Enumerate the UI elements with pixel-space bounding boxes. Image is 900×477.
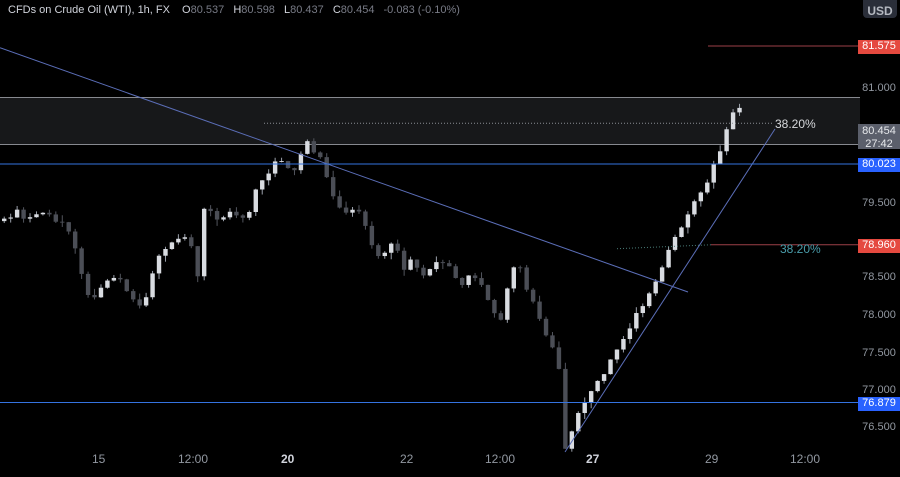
- svg-text:38.20%: 38.20%: [780, 242, 821, 256]
- svg-text:38.20%: 38.20%: [775, 117, 816, 131]
